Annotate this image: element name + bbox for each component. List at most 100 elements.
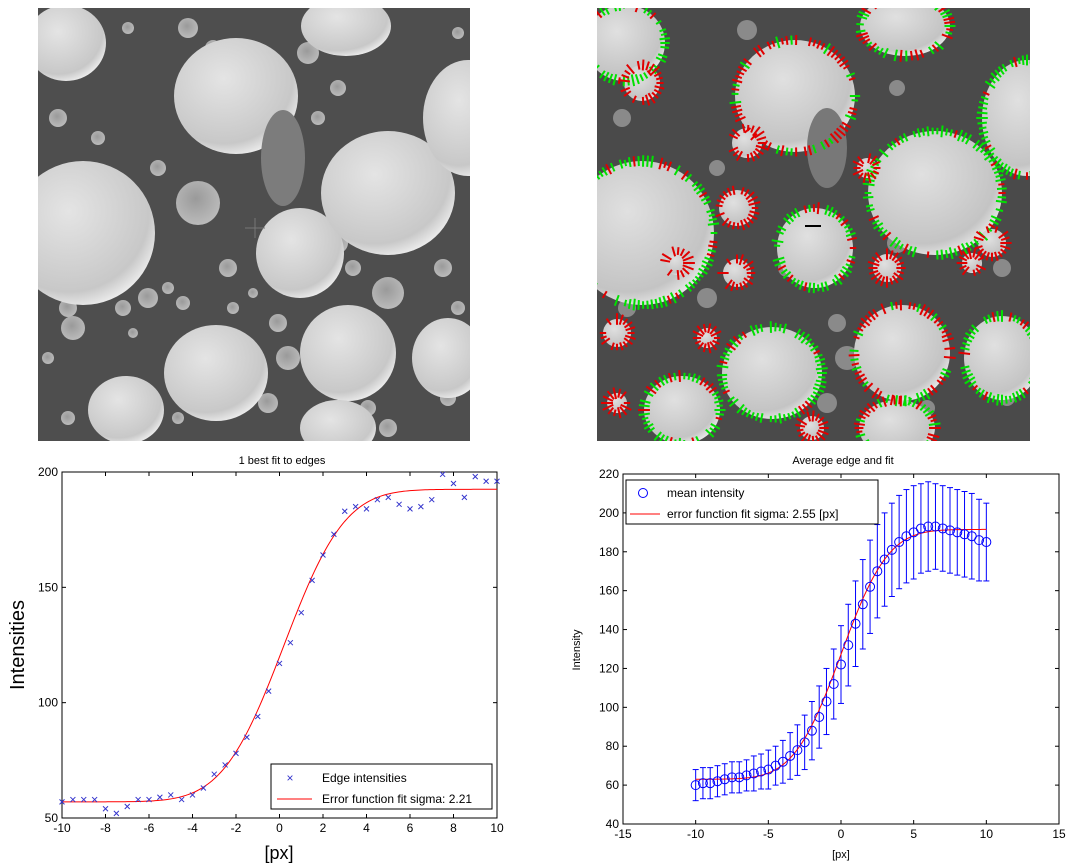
- edge-tick: [698, 267, 708, 275]
- edge-fit-chart: 1 best fit to edges -10 -8 -6 -4 -2 0 2 4 6 8 10 5…: [7, 455, 504, 863]
- edge-tick: [794, 279, 800, 288]
- edge-tick: [695, 187, 706, 195]
- edge-tick: [787, 412, 792, 420]
- edge-tick: [934, 41, 944, 51]
- data-point-circle: [756, 766, 767, 777]
- data-point-x: [331, 531, 337, 538]
- edge-tick: [666, 295, 672, 304]
- data-point-x: [483, 478, 489, 485]
- edge-tick: [978, 389, 985, 398]
- edge-tick: [964, 134, 973, 145]
- edge-tick: [618, 314, 624, 326]
- x-axis-ticks: -10 -8 -6 -4 -2 0 2 4 6 8 10: [53, 472, 504, 835]
- edge-tick: [663, 374, 669, 384]
- edge-tick: [1000, 244, 1011, 250]
- edge-tick: [961, 250, 970, 260]
- edge-tick: [960, 365, 970, 370]
- edge-tick: [1011, 392, 1018, 403]
- edge-tick: [941, 328, 949, 334]
- edge-tick: [908, 302, 912, 310]
- particle: [978, 229, 1006, 257]
- edge-tick: [808, 342, 815, 348]
- edge-tick: [766, 41, 772, 50]
- edge-tick: [623, 90, 632, 97]
- edge-tick: [996, 393, 1000, 406]
- edge-tick: [867, 260, 880, 267]
- legend-label: mean intensity: [667, 486, 744, 500]
- data-point-circle: [879, 554, 890, 565]
- edge-tick: [923, 307, 931, 317]
- edge-tick: [658, 157, 664, 170]
- edge-tick: [634, 8, 639, 13]
- data-point-circle: [741, 770, 752, 781]
- edge-tick: [695, 435, 700, 441]
- edge-tick: [729, 100, 742, 105]
- edge-tick: [777, 264, 787, 271]
- edge-tick: [682, 255, 694, 262]
- edge-tick: [617, 388, 622, 398]
- edge-tick: [650, 65, 661, 76]
- edge-tick: [830, 49, 839, 59]
- edge-tick: [891, 252, 899, 262]
- data-point-x: [70, 796, 76, 803]
- edge-tick: [859, 409, 870, 418]
- edge-tick: [812, 144, 817, 154]
- edge-tick: [650, 155, 654, 168]
- data-point-circle: [719, 774, 730, 785]
- edge-tick: [746, 216, 754, 224]
- edge-tick: [894, 239, 902, 249]
- edge-tick: [707, 222, 720, 226]
- edge-tick: [978, 100, 989, 106]
- y-tick-label: 80: [606, 739, 620, 753]
- particle: [644, 376, 720, 441]
- edge-tick: [778, 323, 782, 332]
- edge-tick: [726, 258, 732, 265]
- plot-area: [61, 471, 498, 819]
- edge-tick: [811, 435, 815, 441]
- edge-tick: [731, 104, 742, 109]
- edge-tick: [942, 12, 953, 19]
- edge-tick: [919, 404, 927, 412]
- edge-tick: [647, 92, 656, 104]
- edge-tick: [722, 389, 731, 395]
- edge-tick: [902, 395, 907, 407]
- data-points: [59, 471, 500, 817]
- data-point-x: [265, 688, 272, 694]
- edge-tick: [734, 112, 743, 118]
- edge-tick: [708, 386, 717, 394]
- edge-tick: [807, 145, 813, 156]
- edge-tick: [894, 301, 898, 309]
- edge-tick: [711, 391, 719, 397]
- edge-tick: [800, 333, 810, 344]
- edge-tick: [869, 172, 877, 180]
- edge-tick: [898, 135, 905, 144]
- edge-tick: [938, 324, 947, 331]
- x-tick-label: 10: [980, 827, 994, 841]
- y-tick-label: 140: [599, 623, 619, 637]
- edge-tick: [776, 230, 784, 235]
- edge-tick: [754, 147, 764, 155]
- y-tick-label: 40: [606, 817, 620, 831]
- edge-tick: [705, 382, 714, 391]
- data-point-x: [439, 471, 446, 478]
- edge-tick: [752, 47, 762, 58]
- edge-tick: [1026, 331, 1030, 337]
- edge-tick: [982, 316, 989, 324]
- edge-tick: [909, 50, 914, 61]
- edge-tick: [845, 231, 856, 238]
- edge-tick: [862, 172, 867, 184]
- edge-tick: [839, 269, 849, 278]
- edge-tick: [958, 255, 968, 262]
- edge-tick: [808, 204, 812, 213]
- edge-tick: [660, 45, 670, 49]
- edge-tick: [998, 182, 1005, 186]
- edge-tick: [835, 127, 846, 137]
- edge-tick: [716, 199, 724, 204]
- edge-tick: [661, 252, 672, 261]
- edge-tick: [927, 387, 934, 396]
- edge-tick: [973, 238, 980, 246]
- edge-tick: [731, 185, 736, 195]
- edge-tick: [630, 74, 636, 87]
- edge-tick: [840, 219, 849, 227]
- edge-tick: [1017, 57, 1021, 65]
